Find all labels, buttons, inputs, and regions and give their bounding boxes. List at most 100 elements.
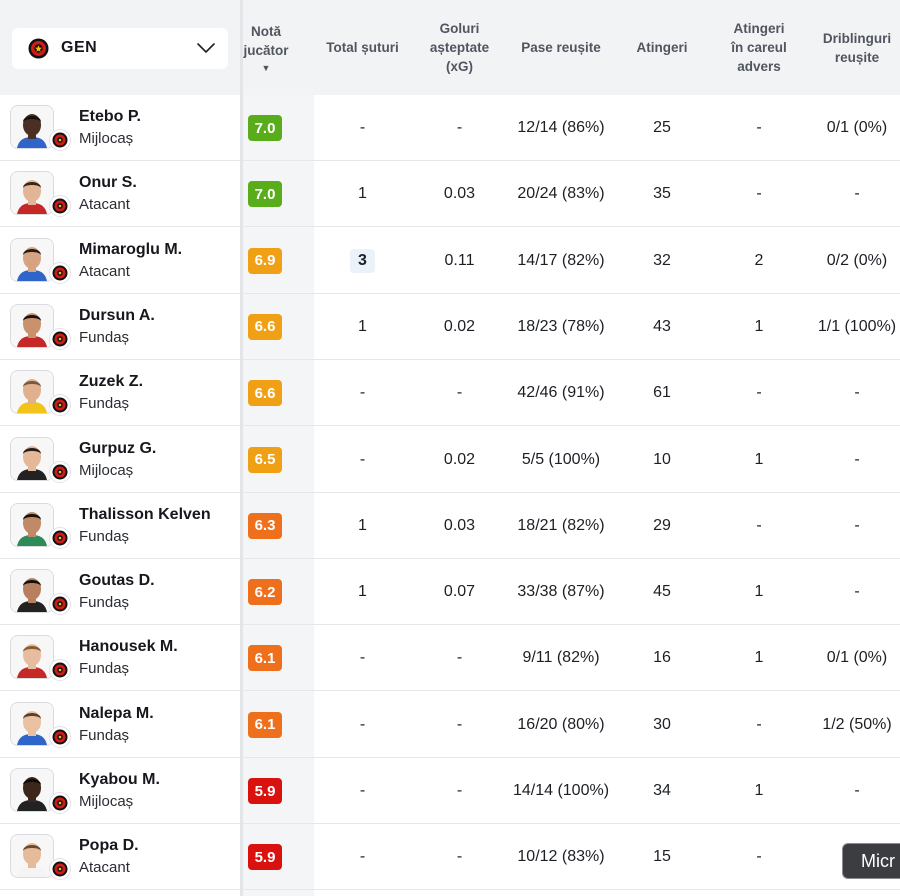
table-row[interactable]: Kyabou M. Mijlocaș 5.9 - - 14/14 (100%) 34 1 - bbox=[0, 758, 900, 824]
rating-badge[interactable]: 6.9 bbox=[248, 247, 282, 274]
table-row[interactable]: Dursun A. Fundaș 6.6 1 0.02 18/23 (78%) 43 1 1/1… bbox=[0, 294, 900, 360]
stat-cell-xg: 0.02 bbox=[411, 294, 508, 360]
column-header-line: așteptate bbox=[429, 40, 490, 55]
player-avatar[interactable] bbox=[10, 768, 54, 812]
rating-badge[interactable]: 6.3 bbox=[248, 512, 282, 539]
player-avatar[interactable] bbox=[10, 237, 54, 282]
player-name[interactable]: Thalisson Kelven bbox=[79, 505, 211, 523]
player-position: Mijlocaș bbox=[79, 793, 134, 810]
stat-cell-xg: 0.03 bbox=[411, 493, 508, 559]
stat-cell-touches: 16 bbox=[614, 625, 710, 691]
table-row[interactable]: Thalisson Kelven Fundaș 6.3 1 0.03 18/21 (82%… bbox=[0, 493, 900, 559]
team-selector-dropdown[interactable]: GEN bbox=[12, 28, 228, 69]
table-row[interactable]: Gurpuz G. Mijlocaș 6.5 - 0.02 5/5 (100%) 10 1 - bbox=[0, 427, 900, 493]
stat-cell-passes: 18/21 (82%) bbox=[508, 493, 614, 559]
player-avatar[interactable] bbox=[10, 171, 54, 216]
player-name[interactable]: Popa D. bbox=[79, 837, 139, 855]
stat-cell-passes: 16/20 (80%) bbox=[508, 692, 614, 758]
rating-badge[interactable]: 6.2 bbox=[248, 579, 282, 606]
player-name[interactable]: Etebo P. bbox=[79, 108, 141, 125]
table-row[interactable]: Goutas D. Fundaș 6.2 1 0.07 33/38 (87%) 45 1 - bbox=[0, 559, 900, 626]
table-row[interactable]: Nalepa M. Fundaș 6.1 - - 16/20 (80%) 30 - 1/2 (5… bbox=[0, 692, 900, 758]
stat-value: 29 bbox=[653, 516, 671, 534]
player-avatar[interactable] bbox=[10, 635, 54, 680]
club-logo-icon bbox=[49, 792, 71, 814]
stat-value: - bbox=[756, 516, 762, 534]
table-row[interactable]: Onur S. Atacant 7.0 1 0.03 20/24 (83%) 35 - - bbox=[0, 161, 900, 228]
column-header-dribbles[interactable]: Driblinguri reușite bbox=[808, 0, 900, 95]
player-name[interactable]: Hanousek M. bbox=[79, 638, 178, 656]
column-header-xg[interactable]: Goluri așteptate (xG) bbox=[411, 0, 508, 95]
stat-value: 0/1 (0%) bbox=[826, 649, 888, 667]
column-header-line: Notă bbox=[251, 24, 281, 39]
stat-cell-xg: 0.03 bbox=[411, 161, 508, 227]
stat-cell-touches: 29 bbox=[614, 493, 710, 559]
column-header-shots[interactable]: Total șuturi bbox=[314, 0, 411, 95]
player-avatar[interactable] bbox=[10, 105, 54, 149]
column-header-line: Driblinguri bbox=[822, 30, 892, 46]
player-avatar[interactable] bbox=[10, 370, 54, 415]
stat-cell-xg: - bbox=[411, 758, 508, 824]
player-name[interactable]: Mimaroglu M. bbox=[79, 240, 183, 258]
player-avatar[interactable] bbox=[10, 701, 54, 746]
stat-value: - bbox=[854, 782, 860, 799]
stat-value: 43 bbox=[653, 317, 671, 335]
rating-badge[interactable]: 6.6 bbox=[248, 380, 282, 407]
table-row[interactable]: Mimaroglu M. Atacant 6.9 3 0.11 14/17 (82%) 32… bbox=[0, 228, 900, 294]
player-name[interactable]: Onur S. bbox=[79, 174, 137, 192]
stat-value: - bbox=[854, 384, 860, 402]
stat-cell-xg: 0.02 bbox=[411, 427, 508, 493]
stat-value: 1 bbox=[754, 782, 764, 799]
player-name[interactable]: Dursun A. bbox=[79, 306, 155, 324]
stat-cell-touches: 43 bbox=[614, 294, 710, 360]
player-photo-icon bbox=[11, 238, 53, 281]
player-name[interactable]: Nalepa M. bbox=[79, 704, 154, 722]
column-header-box-touches[interactable]: Atingeri în careul advers bbox=[710, 0, 808, 95]
stat-cell-box-touches: 2 bbox=[710, 228, 808, 294]
table-row[interactable]: Hanousek M. Fundaș 6.1 - - 9/11 (82%) 16 1 0/1 (… bbox=[0, 625, 900, 692]
stat-value: 0.07 bbox=[443, 583, 476, 601]
stat-cell-touches: 30 bbox=[614, 692, 710, 758]
stat-cell-passes: 33/38 (87%) bbox=[508, 559, 614, 625]
stat-cell-shots: - bbox=[314, 758, 411, 824]
rating-badge[interactable]: 6.6 bbox=[248, 313, 282, 340]
player-avatar[interactable] bbox=[10, 502, 54, 547]
rating-badge[interactable]: 6.1 bbox=[248, 711, 282, 738]
player-name[interactable]: Gurpuz G. bbox=[79, 439, 157, 457]
player-name[interactable]: Kyabou M. bbox=[79, 771, 160, 788]
minimize-button[interactable]: Micr bbox=[842, 843, 900, 879]
stat-value: 14/14 (100%) bbox=[512, 782, 610, 799]
stat-value: - bbox=[756, 384, 762, 402]
column-header-passes[interactable]: Pase reușite bbox=[508, 0, 614, 95]
rating-badge[interactable]: 7.0 bbox=[248, 181, 282, 208]
club-logo-icon bbox=[49, 460, 71, 483]
stat-cell-dribbles: 1/2 (50%) bbox=[808, 692, 900, 758]
column-header-touches[interactable]: Atingeri bbox=[614, 0, 710, 95]
rating-badge[interactable]: 6.5 bbox=[248, 446, 282, 473]
stat-value: 18/23 (78%) bbox=[517, 317, 605, 335]
stat-cell-shots: - bbox=[314, 427, 411, 493]
stat-value: 1 bbox=[358, 317, 367, 335]
player-name[interactable]: Goutas D. bbox=[79, 572, 155, 590]
table-row[interactable]: Etebo P. Mijlocaș 7.0 - - 12/14 (86%) 25 - 0/1 (… bbox=[0, 95, 900, 161]
stat-value: 0.02 bbox=[443, 317, 476, 335]
stat-value: 14/17 (82%) bbox=[517, 251, 605, 269]
stat-value: 0.03 bbox=[443, 516, 476, 534]
sticky-column-divider bbox=[240, 0, 243, 896]
player-avatar[interactable] bbox=[10, 569, 54, 614]
column-header-rating[interactable]: Notă jucător ▼ bbox=[243, 0, 289, 95]
table-row[interactable]: Zuzek Z. Fundaș 6.6 - - 42/46 (91%) 61 - - bbox=[0, 360, 900, 427]
player-name[interactable]: Zuzek Z. bbox=[79, 373, 144, 391]
player-avatar[interactable] bbox=[10, 834, 54, 879]
player-avatar[interactable] bbox=[10, 436, 54, 481]
club-logo-icon bbox=[49, 195, 71, 218]
genclerbirligi-logo-icon bbox=[28, 38, 49, 59]
rating-badge[interactable]: 7.0 bbox=[248, 115, 282, 141]
rating-badge[interactable]: 5.9 bbox=[248, 778, 282, 804]
rating-badge[interactable]: 5.9 bbox=[248, 844, 282, 871]
player-photo-icon bbox=[11, 106, 53, 148]
rating-badge[interactable]: 6.1 bbox=[248, 645, 282, 672]
player-avatar[interactable] bbox=[10, 303, 54, 348]
club-logo-icon bbox=[49, 261, 71, 284]
